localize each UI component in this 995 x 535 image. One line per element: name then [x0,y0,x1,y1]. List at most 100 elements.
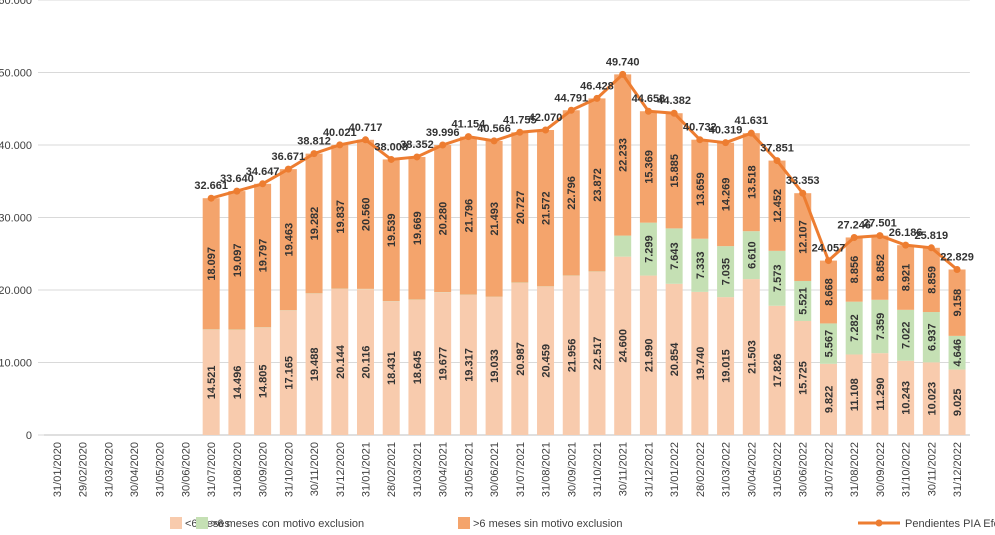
line-point [953,265,961,273]
x-tick-label: 31/10/2021 [592,442,604,497]
line-point [773,157,781,165]
line-point [413,153,421,161]
bar-segment [768,160,786,251]
data-label: 36.671 [272,151,306,163]
x-tick-label: 30/06/2021 [489,442,501,497]
data-label: 38.008 [374,141,408,153]
line-point [593,94,601,102]
bar-segment [614,74,632,236]
data-label: 27.501 [863,218,897,230]
data-label: 12.107 [798,220,810,254]
data-label: 22.517 [592,337,604,371]
bar-segment [819,323,837,364]
data-label: 20.459 [541,344,553,378]
line-point [259,180,267,188]
x-tick-label: 29/02/2020 [78,442,90,497]
bar-segment [434,292,452,435]
data-label: 8.856 [849,256,861,284]
y-tick-label: 0 [26,430,32,442]
bar-segment [537,286,555,435]
data-label: 15.885 [669,154,681,188]
bar-segment [948,269,966,336]
bar-segment [871,299,889,354]
bar-segment [305,153,323,294]
bar-segment [408,156,426,300]
line-point [387,155,395,163]
data-label: 15.369 [643,150,655,184]
bar-segment [871,235,889,300]
x-tick-label: 31/07/2022 [823,442,835,497]
data-label: 5.567 [823,330,835,358]
data-label: 7.359 [875,313,887,341]
data-label: 20.280 [438,202,450,236]
x-tick-label: 30/09/2022 [875,442,887,497]
data-label: 19.097 [232,244,244,278]
line-point [850,233,858,241]
line-point [207,194,215,202]
data-label: 8.859 [926,266,938,294]
line-point [927,244,935,252]
bar-segment [665,228,683,284]
data-label: 38.352 [400,139,434,151]
line-point [747,129,755,137]
bar-segment [382,159,400,302]
bar-segment [202,329,220,435]
bar-segment [202,198,220,330]
bar-segment [331,144,349,289]
data-label: 20.116 [361,346,373,379]
bar-segment [485,297,503,435]
x-tick-label: 30/04/2021 [438,442,450,497]
data-label: 22.796 [566,176,578,210]
bar-segment [511,282,529,435]
data-label: 18.431 [386,351,398,385]
data-label: 25.819 [915,230,949,242]
data-label: 38.812 [297,136,331,148]
bar-segment [768,250,786,306]
bar-segment [331,288,349,435]
data-label: 33.640 [220,173,254,185]
line-point [516,128,524,136]
data-label: 49.740 [606,56,640,68]
bar-segment [434,145,452,293]
bar-segment [742,133,760,232]
legend-label: >6 meses sin motivo exclusion [473,518,622,530]
bar-segment [922,312,940,363]
line-point [902,241,910,249]
data-label: 19.677 [438,347,450,381]
data-label: 7.333 [695,252,707,280]
x-tick-label: 28/02/2021 [386,442,398,497]
data-label: 17.826 [772,354,784,388]
x-tick-label: 30/09/2020 [258,442,270,497]
y-tick-label: 60.000 [0,0,32,7]
line-point [464,133,472,141]
data-label: 24.057 [812,243,846,255]
x-tick-label: 30/09/2021 [566,442,578,497]
data-label: 7.299 [643,235,655,263]
line-point [310,150,318,158]
data-label: 9.158 [952,289,964,317]
line-point [336,141,344,149]
bar-segment [794,280,812,321]
line-point [233,187,241,195]
bar-segment [768,305,786,435]
bar-segment [357,139,374,289]
line-point [722,139,730,147]
line-point [799,189,807,197]
data-label: 26.186 [889,227,923,239]
bar-segment [717,297,735,435]
bar-segment [614,256,632,435]
data-label: 21.796 [463,199,475,233]
data-label: 8.668 [823,278,835,306]
data-label: 9.025 [952,389,964,417]
data-label: 19.015 [721,349,733,383]
data-label: 46.428 [580,80,614,92]
data-label: 20.560 [361,198,373,232]
x-tick-label: 31/01/2020 [52,442,64,497]
bar-segment [588,98,606,272]
line-point [619,70,627,78]
bar-segment [691,238,709,292]
x-tick-label: 31/05/2022 [772,442,784,497]
data-label: 41.631 [734,115,768,127]
legend-swatch [196,517,208,529]
bar-segment [665,113,683,229]
